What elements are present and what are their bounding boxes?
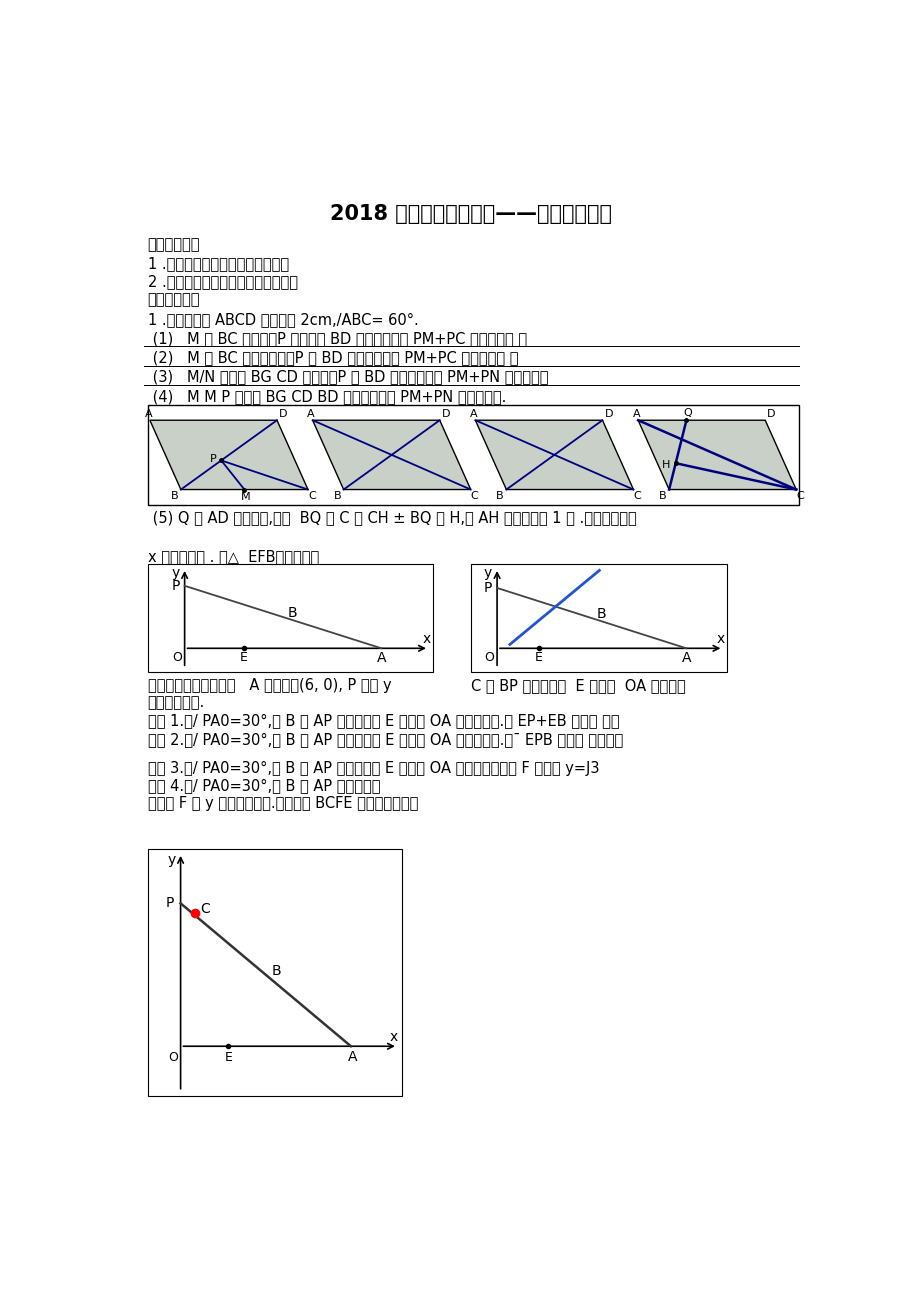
Text: A: A [347, 1050, 357, 1064]
Text: 2018 年中考复习微专题——几何最值问题: 2018 年中考复习微专题——几何最值问题 [330, 204, 612, 224]
Text: 【热身训练】: 【热身训练】 [147, 293, 199, 307]
Text: 问题 2.若/ PA0=30°,点 B 为 AP 的中点，点 E 为线段 OA 上的一动点.求ˉ EPB 周长的 最小值。: 问题 2.若/ PA0=30°,点 B 为 AP 的中点，点 E 为线段 OA … [147, 732, 622, 747]
Text: 问题 4.若/ PA0=30°,点 B 为 AP 的中点，点: 问题 4.若/ PA0=30°,点 B 为 AP 的中点，点 [147, 778, 380, 794]
Polygon shape [312, 420, 471, 489]
Text: x: x [390, 1030, 398, 1043]
Text: C: C [633, 490, 641, 501]
Bar [147, 850, 402, 1095]
Text: P: P [210, 454, 217, 464]
Text: 问题 3.若/ PA0=30°,点 B 为 AP 的中点，点 E 为线段 OA 上的一动点，点 F 为直线 y=J3: 问题 3.若/ PA0=30°,点 B 为 AP 的中点，点 E 为线段 OA … [147, 761, 598, 775]
Text: E: E [534, 650, 542, 664]
Text: P: P [483, 582, 492, 595]
Text: 轴的正半轴上.: 轴的正半轴上. [147, 695, 205, 710]
Text: (2)   M 是 BC 上的一动点，P 是 BD 上一动点，则 PM+PC 勾最小值是 ；: (2) M 是 BC 上的一动点，P 是 BD 上一动点，则 PM+PC 勾最小… [147, 350, 517, 366]
Text: B: B [334, 490, 341, 501]
Text: B: B [496, 490, 504, 501]
Text: Q: Q [683, 407, 692, 418]
Text: A: A [376, 650, 386, 665]
Text: (4)   M M P 分别是 BG CD BD 上一动点，则 PM+PN 勾最小值是.: (4) M M P 分别是 BG CD BD 上一动点，则 PM+PN 勾最小值… [147, 389, 505, 403]
Text: y: y [483, 566, 492, 580]
Text: P: P [165, 896, 174, 911]
Text: x: x [422, 632, 430, 647]
Text: y: y [167, 853, 176, 866]
Text: D: D [441, 409, 449, 419]
Text: M: M [241, 492, 251, 502]
Text: A: A [470, 409, 477, 419]
Polygon shape [475, 420, 633, 489]
Text: D: D [766, 409, 775, 419]
Text: C: C [200, 902, 210, 916]
Text: 点，点 F 为 y 轴上的一动点.求四边形 BCFE 周长的最小值。: 点，点 F 为 y 轴上的一动点.求四边形 BCFE 周长的最小值。 [147, 796, 417, 811]
Text: B: B [596, 608, 605, 622]
Text: C: C [308, 490, 315, 501]
Text: P: P [171, 579, 179, 593]
Text: B: B [288, 606, 297, 621]
Bar [147, 565, 432, 673]
Text: 2 .掌握求几何最值问题的一般方法。: 2 .掌握求几何最值问题的一般方法。 [147, 275, 297, 289]
Text: H: H [662, 459, 670, 470]
Text: B: B [271, 964, 281, 978]
Text: E: E [224, 1050, 232, 1063]
Text: D: D [278, 409, 287, 419]
Text: y: y [171, 566, 179, 580]
Text: B: B [171, 490, 178, 501]
Text: C: C [795, 490, 803, 501]
Text: C 为 BP 的中点，点  E 为线段  OA 上的一动: C 为 BP 的中点，点 E 为线段 OA 上的一动 [471, 678, 686, 693]
Bar [471, 565, 726, 673]
Bar [147, 405, 798, 505]
Text: (1)   M 是 BC 的中点，P 是对角线 BD 上一动点，则 PM+PC 勾最小值是 ；: (1) M 是 BC 的中点，P 是对角线 BD 上一动点，则 PM+PC 勾最… [147, 330, 526, 346]
Text: C: C [471, 490, 478, 501]
Text: A: A [681, 650, 690, 665]
Polygon shape [638, 420, 795, 489]
Text: 【知识要点】: 【知识要点】 [147, 237, 199, 252]
Text: O: O [168, 1050, 177, 1063]
Text: B: B [658, 490, 666, 501]
Text: A: A [307, 409, 314, 419]
Text: A: A [632, 409, 640, 419]
Text: D: D [604, 409, 612, 419]
Text: 1 .掌握几何最值问题的基本图形；: 1 .掌握几何最值问题的基本图形； [147, 256, 289, 271]
Text: (3)   M/N 分别是 BG CD 的中点，P 是 BD 上一动点，则 PM+PN 勾最小值是: (3) M/N 分别是 BG CD 的中点，P 是 BD 上一动点，则 PM+P… [147, 369, 548, 384]
Text: O: O [172, 650, 182, 664]
Text: x 上的一动点 . 求△  EFB的最小值。: x 上的一动点 . 求△ EFB的最小值。 [147, 549, 319, 563]
Polygon shape [150, 420, 308, 489]
Text: 问题 1.若/ PA0=30°,点 B 为 AP 的中点，点 E 为线段 OA 上的一动点.求 EP+EB 的最小 值。: 问题 1.若/ PA0=30°,点 B 为 AP 的中点，点 E 为线段 OA … [147, 714, 618, 729]
Text: A: A [144, 409, 152, 419]
Text: O: O [484, 650, 494, 664]
Text: 1 .如图，菱形 ABCD 勾边长是 2cm,/ABC= 60°.: 1 .如图，菱形 ABCD 勾边长是 2cm,/ABC= 60°. [147, 312, 418, 328]
Text: 在平面直角坐标系中，   A 点坐标为(6, 0), P 点在 y: 在平面直角坐标系中， A 点坐标为(6, 0), P 点在 y [147, 678, 391, 693]
Text: (5) Q 是 AD 上一动点,连接  BQ 过 C 作 CH ± BQ 于 H,则 AH 长的最小イ 1 是 .【典型例题】: (5) Q 是 AD 上一动点,连接 BQ 过 C 作 CH ± BQ 于 H,… [147, 510, 636, 526]
Text: x: x [716, 632, 724, 647]
Text: E: E [240, 650, 247, 664]
